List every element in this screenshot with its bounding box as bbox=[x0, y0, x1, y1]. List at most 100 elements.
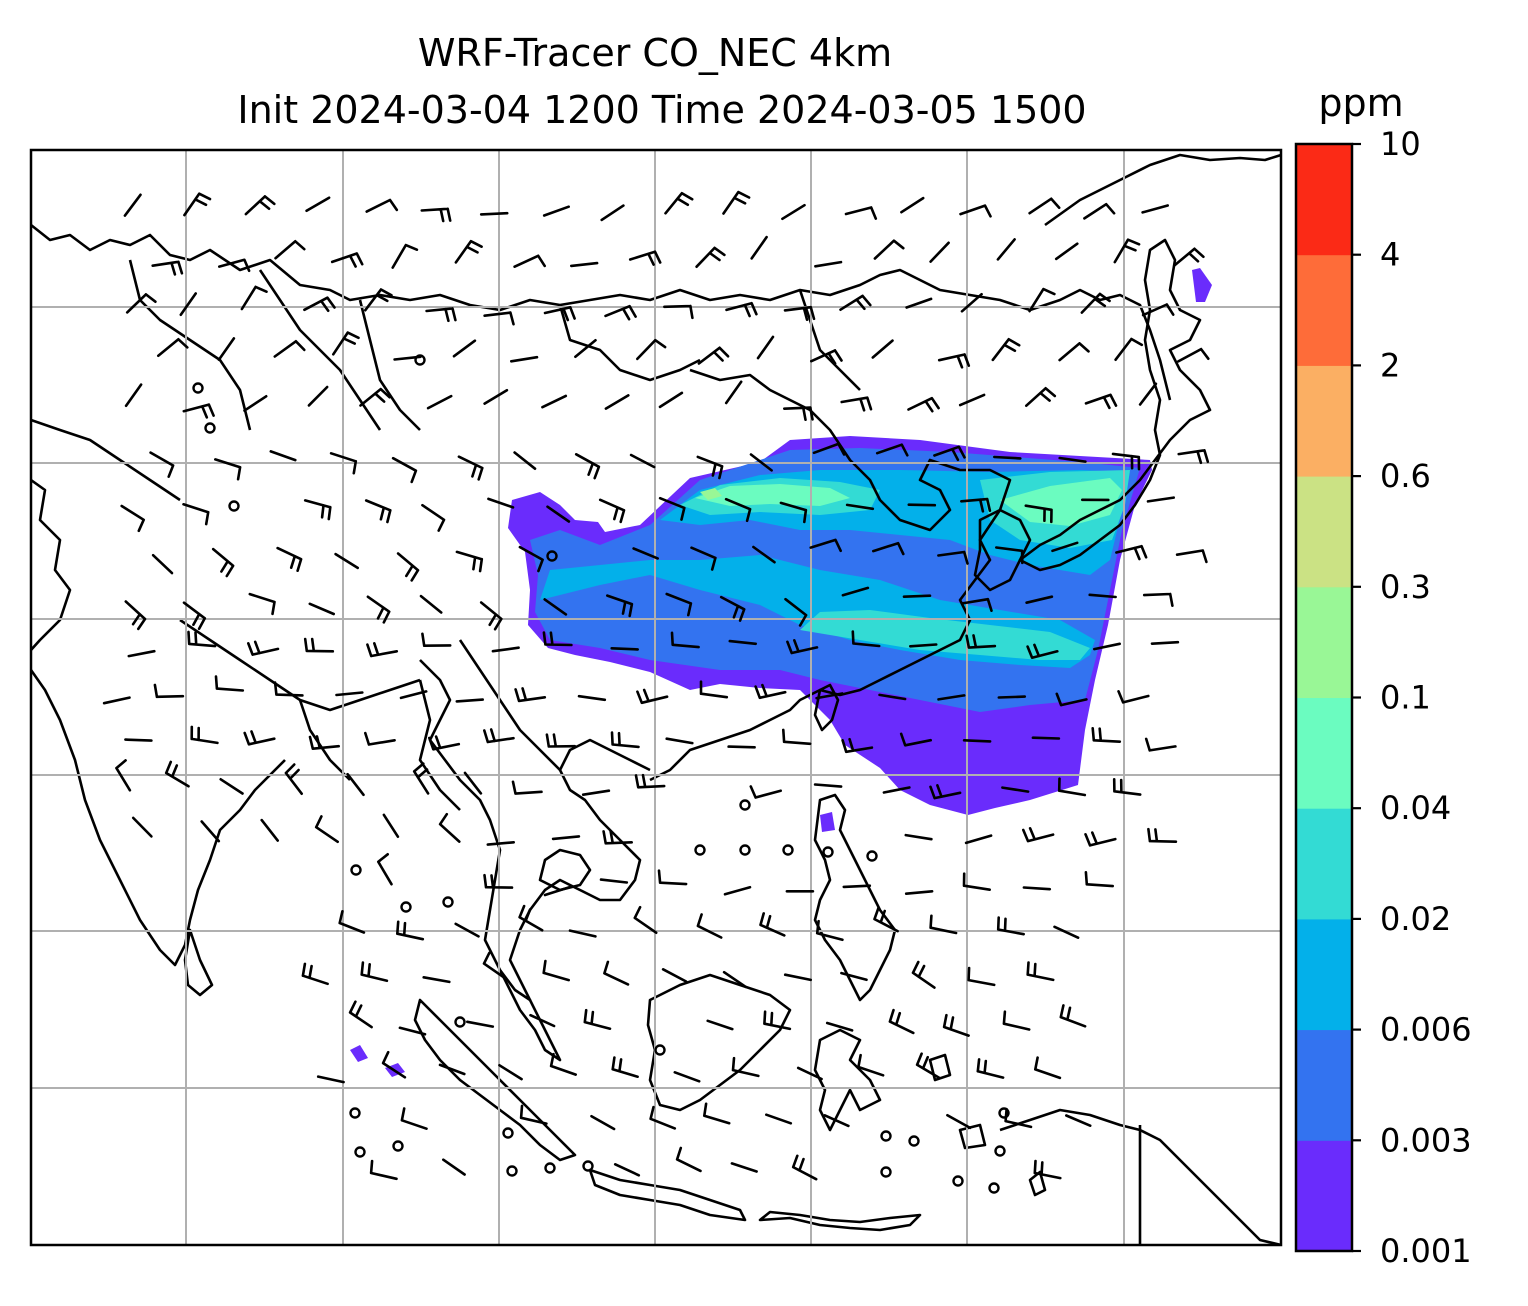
wind-barb bbox=[937, 550, 969, 565]
wind-barb bbox=[657, 869, 688, 886]
wind-barb bbox=[543, 598, 568, 616]
wind-barb bbox=[696, 455, 724, 480]
wind-barb bbox=[307, 385, 329, 407]
wind-barb bbox=[1024, 504, 1053, 524]
wind-barb bbox=[303, 637, 335, 653]
wind-barb bbox=[661, 968, 688, 983]
colorbar-unit-label: ppm bbox=[1318, 81, 1403, 125]
wind-barb bbox=[871, 339, 894, 359]
wind-barb bbox=[634, 773, 666, 789]
wind-barb bbox=[873, 906, 899, 933]
colorbar-tick-label: 10 bbox=[1380, 125, 1421, 163]
wind-barb bbox=[841, 737, 874, 754]
wind-barb bbox=[907, 396, 940, 413]
wind-barb bbox=[841, 586, 870, 597]
calm-wind-marker bbox=[654, 1044, 666, 1056]
calm-wind-marker bbox=[994, 1145, 1006, 1157]
wind-barb bbox=[610, 731, 640, 749]
wind-barb bbox=[218, 258, 251, 273]
wind-barb bbox=[124, 383, 143, 408]
wind-barb bbox=[391, 243, 419, 269]
wind-barb bbox=[754, 683, 787, 700]
wind-barb bbox=[240, 285, 268, 311]
wind-barb bbox=[219, 778, 244, 795]
wind-barb bbox=[284, 763, 303, 795]
colorbar-swatch bbox=[1296, 918, 1352, 1031]
concentration-band-0.001-luzon bbox=[820, 812, 835, 832]
calm-wind-marker bbox=[582, 1160, 594, 1172]
wind-barb bbox=[1114, 337, 1144, 361]
map-frame bbox=[29, 148, 1283, 1247]
wind-barb bbox=[568, 929, 597, 938]
wind-barb bbox=[338, 910, 366, 934]
wind-barb bbox=[599, 878, 629, 884]
wind-barb bbox=[364, 288, 393, 312]
calm-wind-marker bbox=[204, 422, 216, 434]
wind-barb bbox=[483, 311, 515, 326]
wind-barb bbox=[1058, 456, 1087, 463]
calm-wind-marker bbox=[392, 1140, 404, 1152]
wind-barb bbox=[783, 973, 812, 982]
wind-barb bbox=[426, 394, 453, 410]
wind-barb bbox=[752, 545, 776, 564]
colorbar-swatch bbox=[1296, 476, 1352, 588]
calm-wind-marker bbox=[739, 844, 751, 856]
wind-barb bbox=[542, 959, 570, 982]
wind-barb bbox=[759, 912, 786, 937]
wind-barb bbox=[452, 339, 477, 358]
wind-barb bbox=[749, 453, 773, 472]
wind-barb bbox=[904, 890, 934, 895]
wind-barb bbox=[673, 1071, 701, 1083]
wind-barb bbox=[991, 338, 1021, 362]
calm-wind-marker bbox=[192, 382, 204, 394]
wind-barb bbox=[303, 296, 336, 312]
colorbar-tick-label: 0.02 bbox=[1380, 900, 1451, 938]
colorbar-tick-label: 0.1 bbox=[1380, 679, 1431, 717]
wind-barb bbox=[332, 331, 360, 356]
wind-barb bbox=[756, 335, 775, 360]
wind-barb bbox=[900, 196, 925, 214]
wind-barb bbox=[1138, 382, 1158, 406]
colorbar-ticks: 0.001 0.003 0.006 0.02 0.04 0.1 0.3 0.6 2 4 10 bbox=[1352, 125, 1472, 1270]
wind-barb bbox=[549, 1052, 577, 1076]
wind-barb bbox=[391, 456, 418, 484]
wind-barb bbox=[542, 631, 573, 647]
wind-barb bbox=[329, 452, 358, 475]
calm-wind-marker bbox=[414, 354, 426, 366]
wind-barb bbox=[1115, 544, 1148, 561]
wind-barb bbox=[1142, 592, 1174, 607]
colorbar-swatch bbox=[1296, 1029, 1352, 1141]
wind-barb bbox=[664, 191, 694, 215]
wind-barb bbox=[665, 737, 694, 745]
calm-wind-marker bbox=[866, 850, 878, 862]
wind-barb bbox=[519, 1104, 548, 1125]
wind-barb bbox=[649, 1105, 677, 1130]
wind-barb bbox=[604, 304, 637, 321]
wind-barb bbox=[217, 337, 236, 361]
wind-barb bbox=[308, 602, 335, 616]
wind-barb bbox=[722, 970, 747, 989]
wind-barb bbox=[699, 680, 729, 699]
wind-barb bbox=[796, 1066, 823, 1081]
calm-wind-marker bbox=[454, 1016, 466, 1028]
wind-barb bbox=[1055, 692, 1088, 707]
colorbar-tick-label: 0.3 bbox=[1380, 568, 1431, 606]
wind-barb bbox=[996, 238, 1016, 261]
calm-wind-marker bbox=[228, 500, 240, 512]
wind-barb bbox=[839, 294, 872, 311]
wind-barb bbox=[442, 1158, 466, 1176]
wind-barb bbox=[899, 732, 932, 747]
wind-barb bbox=[1057, 777, 1087, 797]
wind-barb bbox=[214, 458, 242, 481]
calm-wind-marker bbox=[908, 1135, 920, 1147]
wind-barb bbox=[840, 971, 868, 982]
wind-barb bbox=[425, 307, 457, 323]
wind-barb bbox=[1026, 643, 1059, 659]
wind-barb bbox=[479, 601, 503, 631]
wind-barb bbox=[543, 885, 571, 897]
wind-barb bbox=[875, 443, 909, 457]
wind-barb bbox=[606, 594, 634, 618]
wind-barb bbox=[420, 207, 452, 223]
wind-barb bbox=[783, 406, 814, 421]
concentration-band-0.02-south bbox=[800, 610, 1090, 660]
